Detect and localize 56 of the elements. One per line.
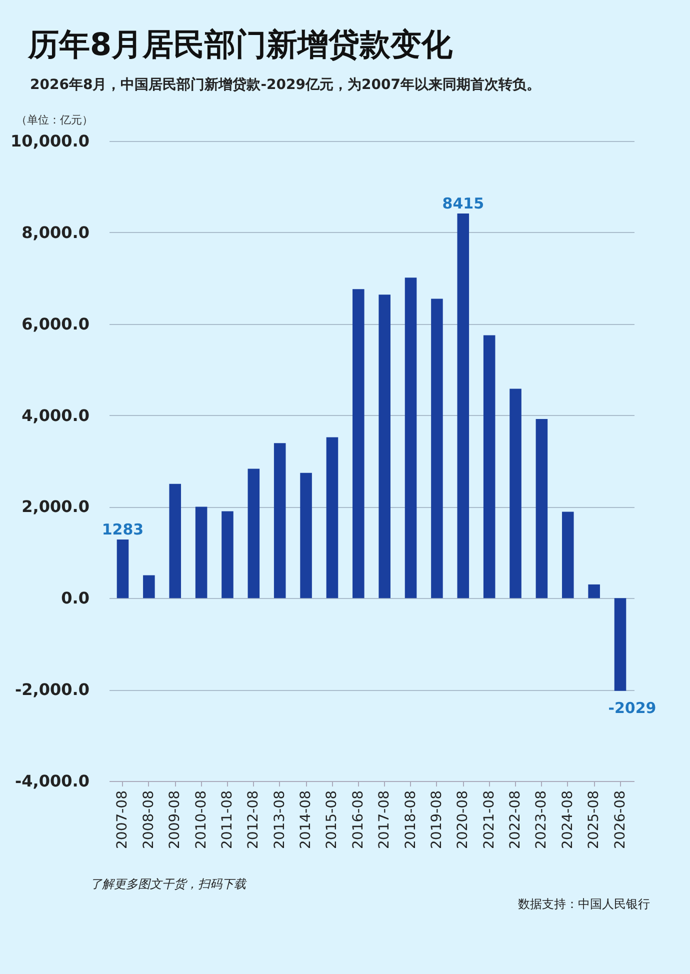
x-tick-label: 2011-08: [219, 790, 236, 849]
bar: [274, 443, 286, 598]
bar: [614, 598, 626, 691]
x-tick-label: 2016-08: [350, 790, 366, 849]
x-tick-label: 2010-08: [193, 790, 210, 849]
bar: [536, 418, 548, 598]
bar: [116, 539, 129, 598]
bar: [195, 506, 208, 598]
bar: [169, 484, 182, 598]
bar: [352, 289, 364, 598]
x-tick-label: 2007-08: [114, 790, 131, 849]
x-tick-label: 2026-08: [612, 790, 628, 849]
y-tick-label: -4,000.0: [15, 772, 90, 790]
bar: [248, 468, 260, 598]
y-tick-label: 8,000.0: [22, 222, 90, 242]
chart-subtitle: 2026年8月，中国居民部门新增贷款-2029亿元，为2007年以来同期首次转负。: [29, 76, 542, 94]
x-tick-label: 2009-08: [167, 790, 184, 849]
bar: [222, 511, 234, 598]
y-tick-label: 2,000.0: [22, 497, 90, 516]
chart-title: 历年8月居民部门新增贷款变化: [26, 26, 454, 65]
bar: [378, 294, 390, 598]
y-axis-title: （单位：亿元）: [16, 114, 93, 126]
bar: [588, 584, 600, 598]
y-tick-label: 4,000.0: [22, 406, 90, 425]
y-tick-label: -2,000.0: [15, 680, 90, 700]
x-tick-label: 2023-08: [534, 790, 550, 849]
y-tick-label: 6,000.0: [22, 314, 90, 334]
data-label: 1283: [102, 520, 144, 538]
bar: [510, 388, 522, 598]
bar: [562, 512, 574, 598]
bar: [431, 298, 443, 598]
x-tick-label: 2012-08: [246, 790, 262, 849]
bar: [326, 437, 338, 598]
x-tick-label: 2024-08: [560, 790, 576, 849]
bar: [483, 335, 496, 598]
x-tick-label: 2014-08: [298, 790, 314, 849]
y-tick-label: 0.0: [61, 588, 90, 608]
data-label: 8415: [442, 194, 484, 212]
x-tick-label: 2022-08: [508, 790, 524, 849]
bar: [404, 278, 417, 598]
x-tick-label: 2017-08: [376, 790, 393, 849]
x-tick-label: 2025-08: [586, 790, 602, 849]
x-tick-label: 2015-08: [324, 790, 340, 849]
x-tick-label: 2013-08: [272, 790, 288, 849]
bar: [143, 575, 155, 598]
bar: [300, 472, 312, 598]
x-tick-label: 2020-08: [455, 790, 472, 849]
x-tick-label: 2019-08: [428, 790, 445, 849]
x-tick-label: 2021-08: [481, 790, 498, 849]
y-tick-label: 10,000.0: [10, 132, 90, 150]
x-tick-label: 2008-08: [140, 790, 157, 849]
text: 了解更多图文干货，扫码下载: [90, 876, 246, 893]
x-tick-label: 2018-08: [402, 790, 419, 849]
text: 数据支持：中国人民银行: [518, 896, 650, 913]
data-label: -2029: [608, 698, 656, 717]
bar: [457, 213, 470, 598]
